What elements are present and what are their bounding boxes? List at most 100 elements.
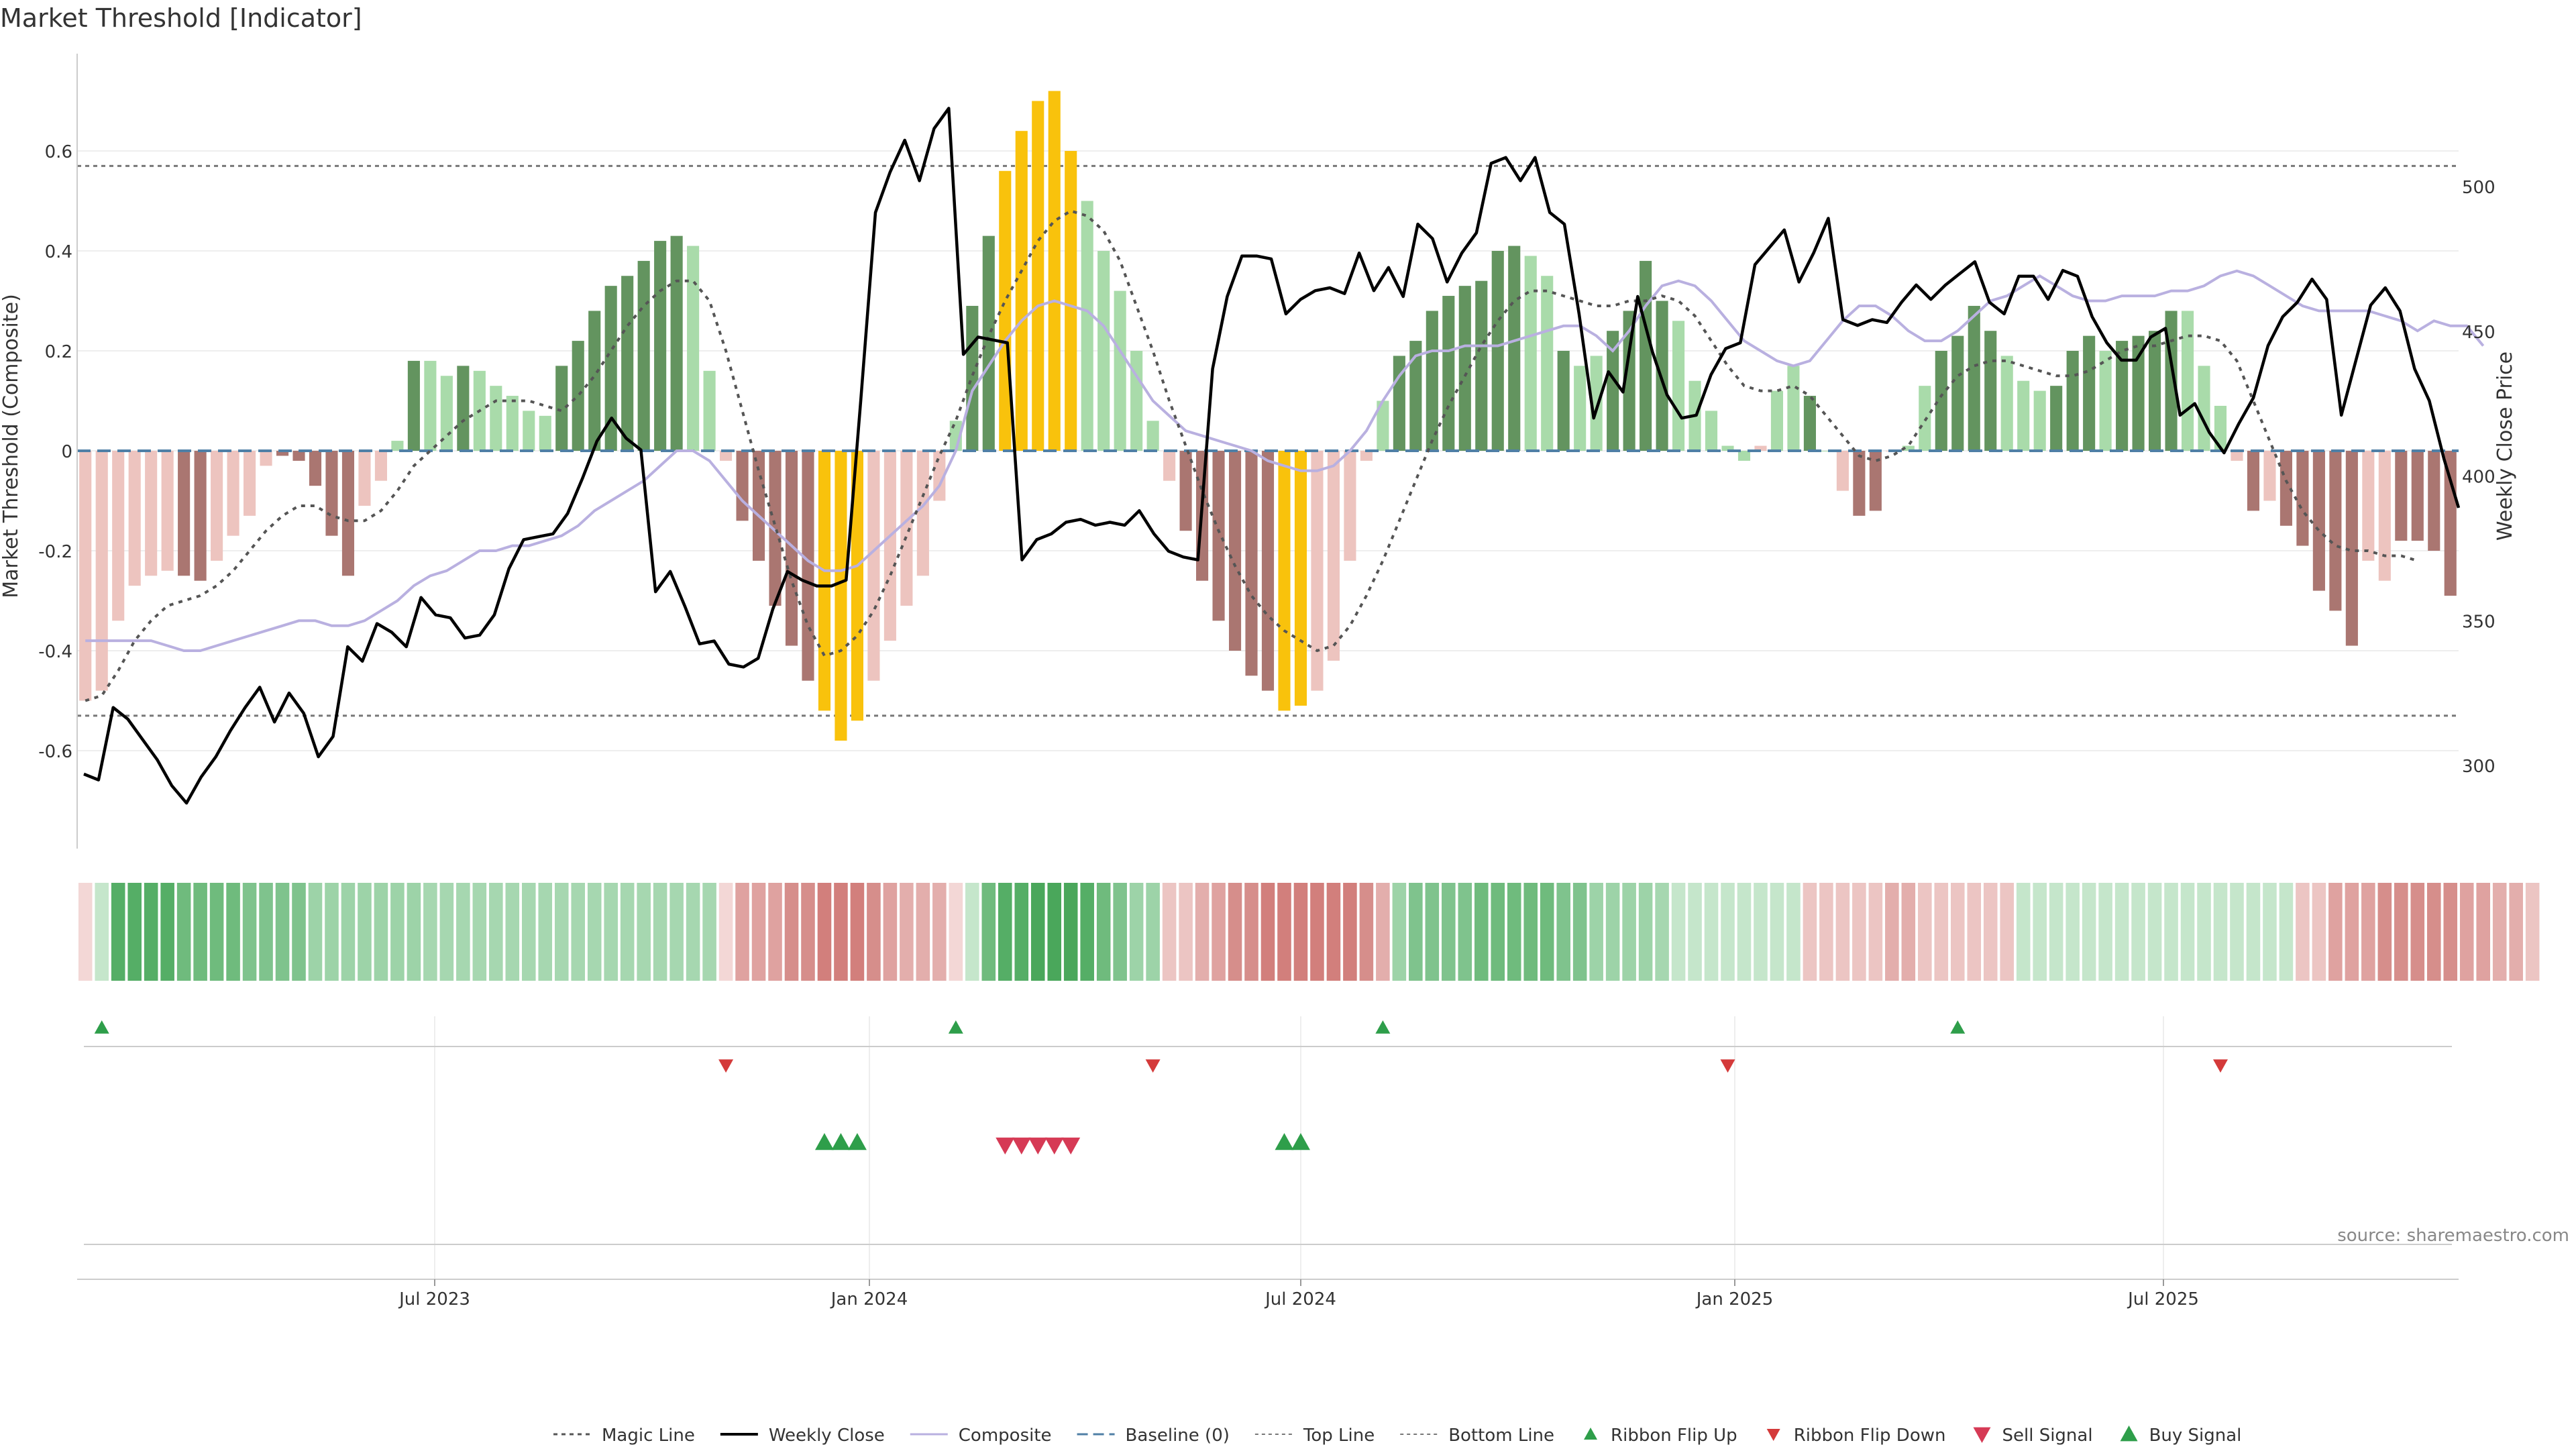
composite-bar xyxy=(145,451,158,576)
ribbon-cell xyxy=(1901,883,1916,981)
composite-bar xyxy=(2231,451,2243,461)
composite-bar xyxy=(621,276,634,451)
composite-bar xyxy=(1278,451,1291,711)
ribbon-cell xyxy=(1721,883,1735,981)
composite-bar xyxy=(407,360,420,451)
ribbon-cell xyxy=(505,883,520,981)
ribbon-cell xyxy=(1244,883,1258,981)
ribbon-cell xyxy=(1376,883,1390,981)
ribbon-cell xyxy=(817,883,832,981)
composite-bar xyxy=(802,451,814,681)
composite-bar xyxy=(1968,305,1980,451)
ribbon-cell xyxy=(2525,883,2540,981)
composite-bar xyxy=(1294,451,1307,706)
buy-signal-marker xyxy=(831,1133,851,1150)
ribbon-cell xyxy=(78,883,93,981)
composite-bar xyxy=(211,451,223,561)
composite-bar xyxy=(161,451,174,571)
ribbon-cell xyxy=(1754,883,1768,981)
ribbon-cell xyxy=(2246,883,2261,981)
composite-bar xyxy=(1081,201,1093,451)
ribbon-cell xyxy=(1704,883,1719,981)
ribbon-cell xyxy=(259,883,273,981)
right-tick-label: 300 xyxy=(2462,757,2496,777)
composite-bar xyxy=(309,451,322,486)
ribbon-cell xyxy=(2279,883,2294,981)
composite-bar xyxy=(490,386,502,451)
ribbon-cell xyxy=(1179,883,1193,981)
chart-title: Market Threshold [Indicator] xyxy=(0,3,362,33)
ribbon-flip-down-marker xyxy=(718,1059,734,1073)
composite-bar xyxy=(1902,445,1915,451)
ribbon-cell xyxy=(407,883,421,981)
ribbon-cell xyxy=(1605,883,1620,981)
ribbon-cell xyxy=(669,883,684,981)
composite-bar xyxy=(1360,451,1373,461)
ribbon-cell xyxy=(571,883,586,981)
legend-swatch-flip_up xyxy=(1584,1428,1598,1440)
composite-bar xyxy=(1705,411,1718,451)
ribbon-cell xyxy=(2296,883,2310,981)
composite-bar xyxy=(112,451,125,621)
composite-bar xyxy=(2345,451,2358,646)
composite-bar xyxy=(2116,341,2129,451)
ribbon-cell xyxy=(2213,883,2228,981)
ribbon-cell xyxy=(965,883,979,981)
left-tick-label: 0.6 xyxy=(45,142,72,162)
ribbon-cell xyxy=(1129,883,1144,981)
ribbon-cell xyxy=(1737,883,1752,981)
ribbon-strip xyxy=(78,883,2540,981)
ribbon-flip-down-marker xyxy=(1720,1059,1735,1073)
composite-bar xyxy=(178,451,191,576)
ribbon-cell xyxy=(1934,883,1949,981)
composite-bar xyxy=(1409,341,1422,451)
x-tick-label: Jul 2023 xyxy=(398,1289,470,1309)
composite-bar xyxy=(1179,451,1192,531)
ribbon-cell xyxy=(1442,883,1456,981)
composite-bar xyxy=(2083,335,2096,451)
sell-signal-marker xyxy=(1028,1137,1048,1155)
composite-bar xyxy=(1869,451,1882,511)
legend-label-buy: Buy Signal xyxy=(2149,1426,2242,1446)
composite-bar xyxy=(1623,311,1635,451)
ribbon-cell xyxy=(2377,883,2392,981)
composite-bar xyxy=(900,451,913,606)
ribbon-cell xyxy=(1540,883,1554,981)
composite-bar xyxy=(79,451,92,701)
composite-bar xyxy=(2033,390,2046,451)
ribbon-cell xyxy=(1310,883,1324,981)
left-tick-label: -0.4 xyxy=(38,642,72,662)
composite-bar xyxy=(457,366,470,451)
ribbon-cell xyxy=(718,883,733,981)
composite-bar xyxy=(2050,386,2063,451)
composite-bar xyxy=(1574,366,1587,451)
ribbon-cell xyxy=(637,883,651,981)
composite-bar xyxy=(260,451,272,466)
legend-label-baseline: Baseline (0) xyxy=(1126,1426,1230,1446)
ribbon-flip-down-marker xyxy=(1145,1059,1161,1073)
ribbon-cell xyxy=(1852,883,1866,981)
ribbon-cell xyxy=(2312,883,2326,981)
ribbon-cell xyxy=(751,883,766,981)
ribbon-cell xyxy=(1113,883,1127,981)
ribbon-cell xyxy=(686,883,700,981)
ribbon-cell xyxy=(883,883,898,981)
composite-bar xyxy=(999,170,1012,451)
composite-bar xyxy=(2362,451,2375,561)
ribbon-cell xyxy=(768,883,782,981)
right-axis-label: Weekly Close Price xyxy=(2493,352,2517,541)
buy-signal-marker xyxy=(847,1133,867,1150)
composite-bar xyxy=(2444,451,2457,596)
composite-line xyxy=(85,269,2485,652)
legend-label-close: Weekly Close xyxy=(769,1426,885,1446)
ribbon-cell xyxy=(998,883,1012,981)
ribbon-cell xyxy=(1983,883,1998,981)
composite-bar xyxy=(341,451,355,576)
ribbon-cell xyxy=(2082,883,2096,981)
ribbon-cell xyxy=(2509,883,2523,981)
composite-bar xyxy=(588,311,601,451)
legend-label-flip_up: Ribbon Flip Up xyxy=(1611,1426,1737,1446)
composite-bar xyxy=(1640,260,1652,451)
ribbon-cell xyxy=(1803,883,1817,981)
